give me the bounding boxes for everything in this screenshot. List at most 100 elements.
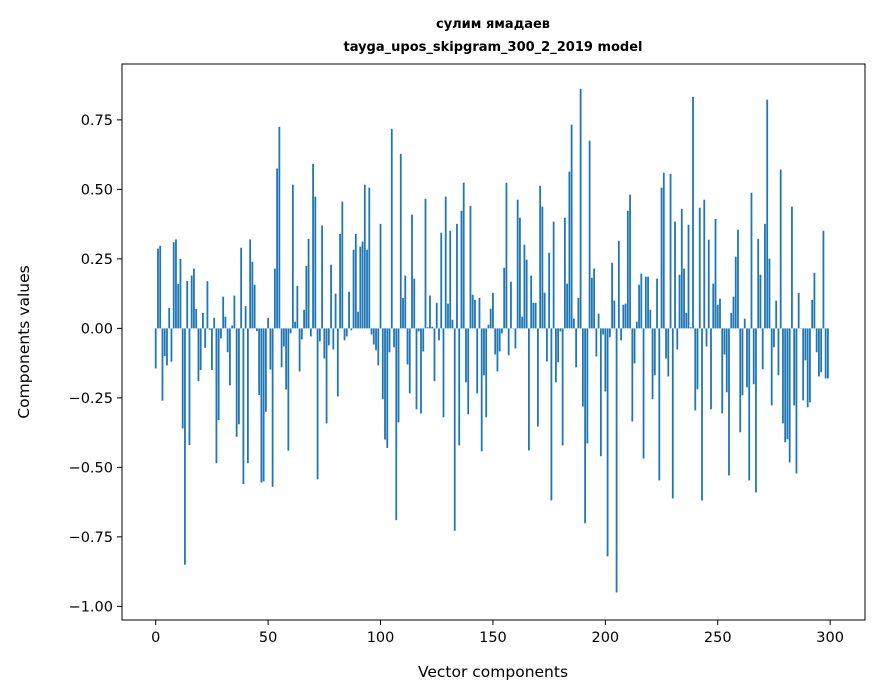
y-tick-label: −0.75	[69, 530, 113, 546]
bar	[422, 328, 424, 351]
bar	[685, 313, 687, 329]
bar	[780, 170, 782, 329]
bar	[299, 328, 301, 371]
y-tick-label: 0.25	[81, 252, 113, 268]
bar	[350, 328, 352, 330]
bar	[506, 183, 508, 329]
bar	[661, 188, 663, 329]
bar	[231, 326, 233, 329]
bar	[267, 318, 269, 329]
bar	[566, 284, 568, 329]
bar	[737, 230, 739, 329]
bar	[584, 328, 586, 523]
bar	[636, 322, 638, 329]
bar	[591, 278, 593, 329]
bar	[323, 328, 325, 358]
bar	[216, 328, 218, 463]
bar	[764, 224, 766, 329]
bar	[328, 328, 330, 345]
bar	[746, 328, 748, 387]
bar	[492, 293, 494, 329]
bar	[207, 281, 209, 328]
bar	[557, 328, 559, 362]
bar	[220, 328, 222, 338]
x-tick-label: 50	[259, 630, 277, 646]
bar	[227, 328, 229, 352]
bar	[508, 328, 510, 355]
bar	[281, 328, 283, 367]
bar	[645, 277, 647, 329]
bar	[753, 328, 755, 384]
x-tick-label: 0	[151, 630, 160, 646]
bar	[175, 239, 177, 328]
bar	[380, 224, 382, 329]
chart-title-line-1: сулим ямадаев	[436, 17, 550, 32]
bar	[283, 328, 285, 346]
bar	[748, 328, 750, 480]
bar	[393, 328, 395, 347]
bar	[744, 319, 746, 329]
bar	[168, 308, 170, 329]
bar	[321, 226, 323, 329]
bar	[762, 328, 764, 369]
bar	[312, 164, 314, 329]
bar	[402, 298, 404, 329]
bar	[371, 328, 373, 334]
bar	[470, 206, 472, 329]
bar	[807, 328, 809, 407]
bar	[683, 269, 685, 329]
bar	[209, 328, 211, 329]
bar	[773, 328, 775, 347]
bar	[654, 328, 656, 375]
bar	[825, 328, 827, 378]
bar	[613, 301, 615, 329]
bar	[254, 285, 256, 329]
bar	[715, 219, 717, 329]
bar	[782, 328, 784, 423]
bar	[553, 222, 555, 329]
bar	[407, 328, 409, 364]
bar	[180, 259, 182, 329]
bar	[211, 328, 213, 370]
bar	[166, 328, 168, 365]
bar	[631, 328, 633, 421]
bar	[362, 242, 364, 329]
bar	[389, 328, 391, 352]
bar	[793, 328, 795, 405]
bar	[541, 207, 543, 329]
bar	[157, 249, 159, 329]
bar	[436, 303, 438, 329]
bar	[193, 269, 195, 329]
bar	[769, 259, 771, 329]
bar	[712, 284, 714, 329]
bar	[382, 328, 384, 399]
x-tick-label: 250	[704, 630, 732, 646]
bar	[225, 317, 227, 329]
bar	[434, 328, 436, 381]
bar	[260, 328, 262, 482]
bar	[638, 285, 640, 329]
bar	[481, 328, 483, 451]
bar	[234, 296, 236, 329]
bar	[568, 172, 570, 329]
x-tick-label: 100	[367, 630, 395, 646]
bar	[564, 218, 566, 329]
bar	[404, 276, 406, 329]
bar	[618, 241, 620, 329]
bar	[479, 298, 481, 329]
bar	[755, 328, 757, 492]
y-tick-label: −0.50	[69, 460, 113, 476]
bar	[249, 239, 251, 328]
bar	[411, 215, 413, 329]
bar	[688, 225, 690, 329]
bar	[494, 328, 496, 354]
bar	[258, 328, 260, 395]
bar	[310, 328, 312, 336]
bar	[622, 305, 624, 329]
bar	[726, 328, 728, 392]
bar	[640, 274, 642, 329]
bar	[643, 328, 645, 458]
bar	[159, 246, 161, 329]
bar	[537, 328, 539, 426]
bar	[625, 304, 627, 329]
